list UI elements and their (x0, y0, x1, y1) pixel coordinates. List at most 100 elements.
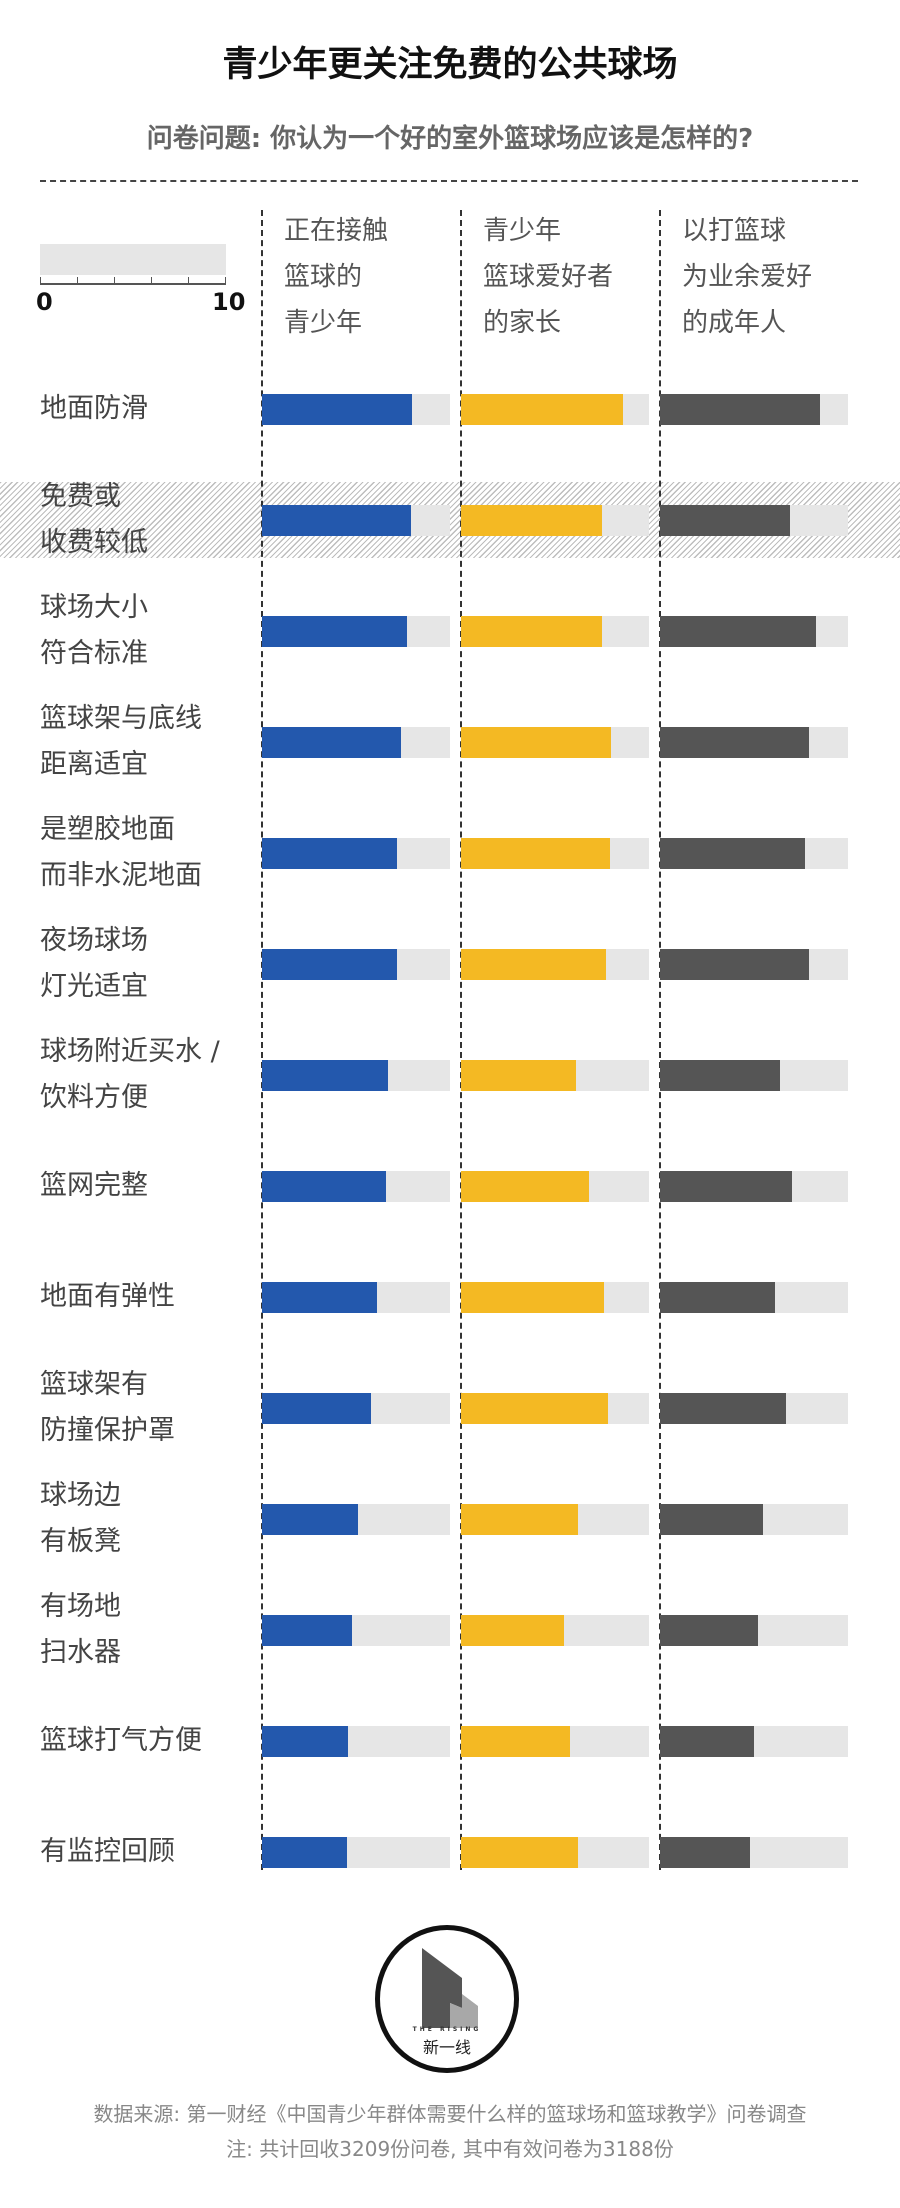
category-label: 有场地 扫水器 (40, 1584, 121, 1676)
bar-track (461, 616, 649, 647)
bar (461, 949, 606, 980)
category-label-line: 有板凳 (40, 1526, 121, 1557)
chart-subtitle: 问卷问题: 你认为一个好的室外篮球场应该是怎样的? (146, 124, 754, 154)
bar (461, 1615, 565, 1646)
category-label-line: 有监控回顾 (40, 1836, 175, 1867)
bar-track (461, 727, 649, 758)
category-label-line: 篮球架有 (40, 1369, 148, 1400)
legend-max-label: 10 (212, 288, 246, 316)
category-label: 篮网完整 (40, 1163, 148, 1209)
category-label-line: 而非水泥地面 (40, 860, 202, 891)
series-header-line: 为业余爱好 (682, 262, 813, 292)
bar-track (461, 505, 649, 536)
column-divider (659, 210, 661, 1870)
logo-text-cn: 新一线 (422, 2038, 471, 2057)
series-header-line: 篮球爱好者 (483, 262, 614, 292)
category-label: 免费或 收费较低 (40, 474, 148, 566)
bar (660, 505, 790, 536)
bar-track (262, 727, 450, 758)
bar-track (262, 1837, 450, 1868)
divider (40, 180, 858, 182)
category-label-line: 篮网完整 (40, 1170, 148, 1201)
bar (262, 727, 402, 758)
bar-track (660, 727, 848, 758)
bar (262, 394, 413, 425)
bar (262, 1726, 349, 1757)
bar (262, 1504, 358, 1535)
column-divider (460, 210, 462, 1870)
category-label-line: 是塑胶地面 (40, 814, 175, 845)
bar (660, 1504, 764, 1535)
bar (660, 727, 809, 758)
bar-track (461, 1837, 649, 1868)
bar (461, 1060, 576, 1091)
category-label-line: 免费或 (40, 481, 121, 512)
category-label-line: 夜场球场 (40, 925, 148, 956)
series-header-line: 以打篮球 (682, 216, 787, 246)
bar (660, 1393, 786, 1424)
category-label-line: 灯光适宜 (40, 971, 148, 1002)
legend-tick (188, 277, 189, 283)
bar-track (660, 394, 848, 425)
bar-track (262, 1282, 450, 1313)
bar-track (262, 394, 450, 425)
bar (461, 838, 610, 869)
category-label-line: 收费较低 (40, 527, 148, 558)
series-header-line: 正在接触 (284, 216, 389, 246)
category-label-line: 地面有弹性 (40, 1281, 175, 1312)
bar-track (461, 1060, 649, 1091)
bar-track (262, 1504, 450, 1535)
category-label-line: 球场附近买水 / (40, 1036, 220, 1067)
category-label-line: 球场边 (40, 1480, 121, 1511)
bar-track (660, 1282, 848, 1313)
category-label: 地面有弹性 (40, 1274, 175, 1320)
bar-track (262, 838, 450, 869)
bar-track (660, 838, 848, 869)
bar-track (262, 1726, 450, 1757)
bar-track (660, 616, 848, 647)
bar-track (660, 949, 848, 980)
bar (461, 505, 602, 536)
series-header-line: 的家长 (483, 308, 562, 338)
legend-tick (225, 277, 226, 283)
category-label: 篮球架有 防撞保护罩 (40, 1362, 175, 1454)
series-header-line: 的成年人 (682, 308, 787, 338)
category-label-line: 距离适宜 (40, 749, 148, 780)
category-label: 篮球打气方便 (40, 1718, 202, 1764)
category-label-line: 防撞保护罩 (40, 1415, 175, 1446)
category-label: 是塑胶地面而非水泥地面 (40, 807, 202, 899)
bar (262, 616, 407, 647)
bar (660, 949, 809, 980)
bar (660, 1060, 781, 1091)
bar (660, 1171, 792, 1202)
logo: THE RISING 新一线 (375, 1925, 519, 2073)
bar (461, 1393, 608, 1424)
bar-track (461, 1393, 649, 1424)
logo-text-en: THE RISING (412, 2026, 482, 2033)
series-header: 正在接触 篮球的 青少年 (284, 208, 388, 346)
bar (461, 1171, 589, 1202)
bar (461, 616, 602, 647)
series-header-line: 篮球的 (284, 262, 363, 292)
bar (262, 1615, 353, 1646)
legend-tick (77, 277, 78, 283)
bar-track (660, 505, 848, 536)
column-divider (261, 210, 263, 1870)
bar-track (461, 1615, 649, 1646)
bar (461, 727, 612, 758)
sample-note: 注: 共计回收3209份问卷, 其中有效问卷为3188份 (226, 2137, 674, 2161)
bar (660, 1726, 754, 1757)
category-label-line: 饮料方便 (40, 1082, 148, 1113)
bar-track (262, 1393, 450, 1424)
bar-track (262, 1060, 450, 1091)
category-label-line: 符合标准 (40, 638, 148, 669)
category-label: 地面防滑 (40, 386, 148, 432)
category-label: 球场边 有板凳 (40, 1473, 121, 1565)
bar-track (660, 1393, 848, 1424)
category-label-line: 篮球打气方便 (40, 1725, 202, 1756)
bar-track (461, 949, 649, 980)
bar (262, 1171, 387, 1202)
bar (262, 1837, 347, 1868)
category-label-line: 扫水器 (40, 1637, 121, 1668)
bar (660, 838, 805, 869)
